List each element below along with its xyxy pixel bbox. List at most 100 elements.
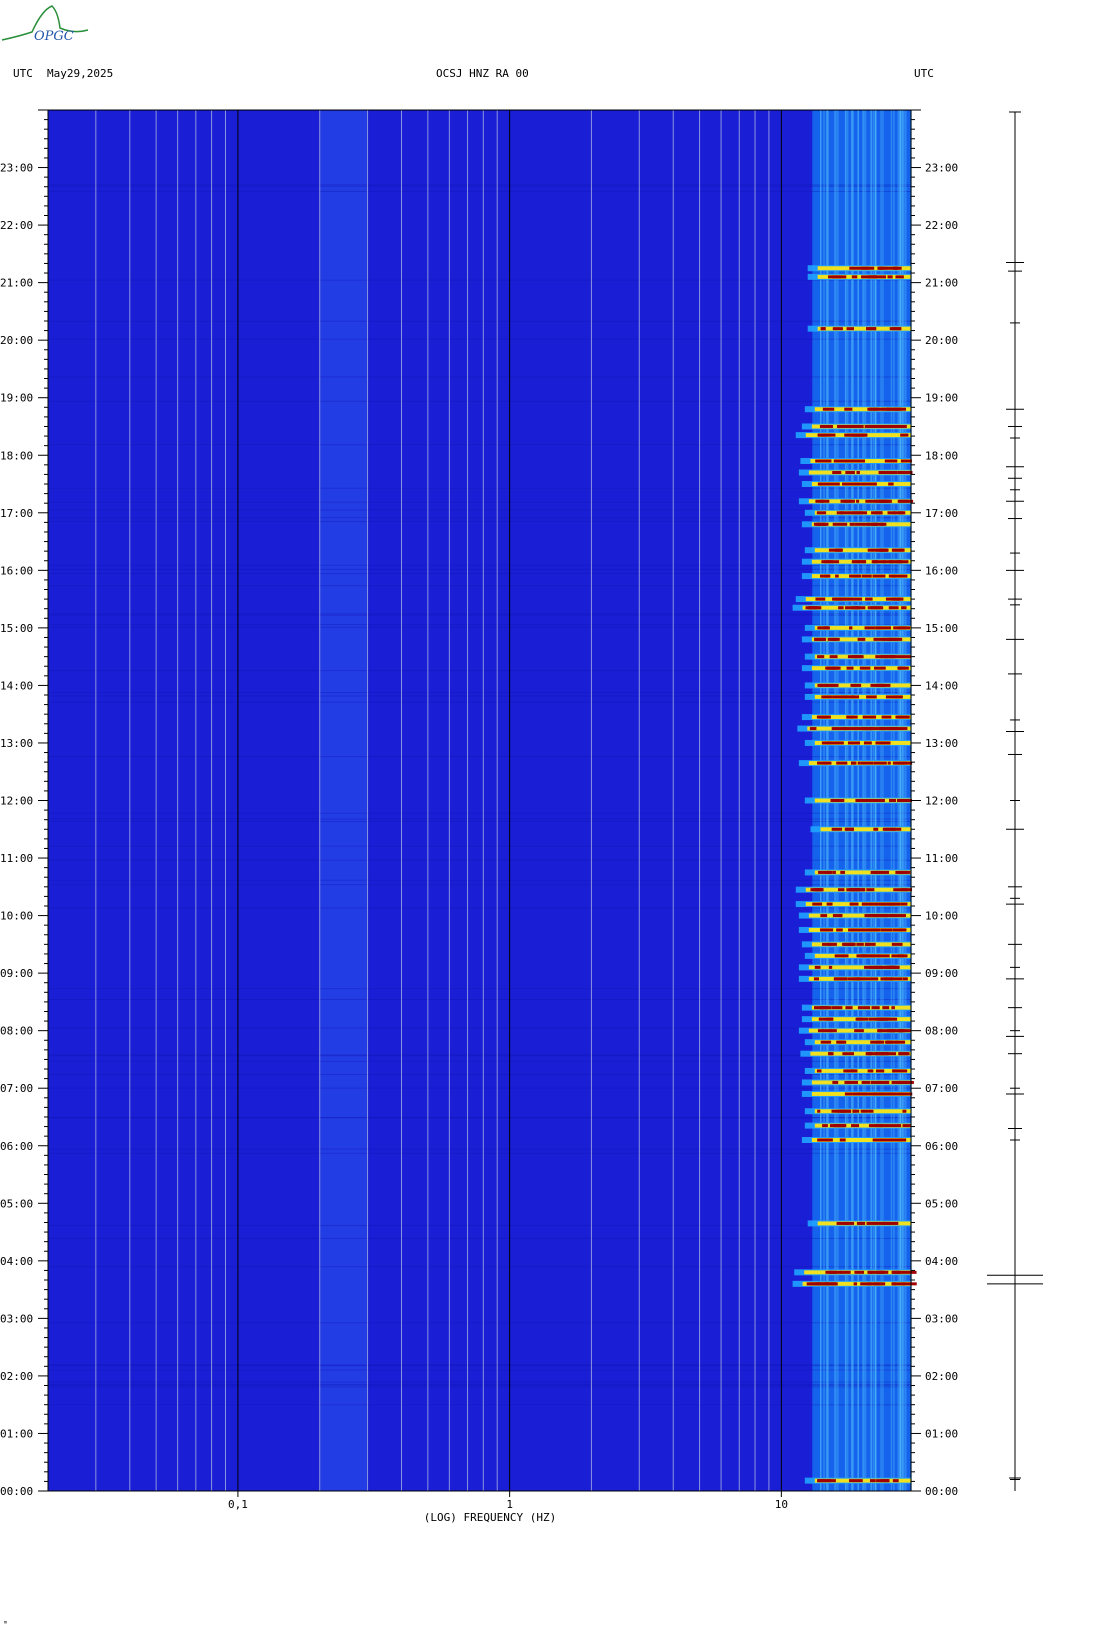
event-peak (814, 965, 821, 969)
event-peak (810, 888, 824, 892)
event-peak (885, 977, 893, 981)
event-peak (817, 626, 821, 630)
event-peak (899, 655, 911, 659)
event-peak (886, 1040, 891, 1044)
event-peak (891, 548, 904, 552)
event-peak (836, 459, 847, 463)
event-peak (884, 471, 894, 475)
event-peak (829, 1029, 833, 1033)
event-peak (878, 1092, 893, 1096)
event-peak (902, 977, 908, 981)
event-peak (892, 327, 902, 331)
event-peak (885, 695, 899, 699)
event-peak (855, 499, 860, 503)
event-peak (872, 574, 886, 578)
event-peak (863, 741, 872, 745)
event-peak (901, 888, 912, 892)
event-peak (870, 977, 879, 981)
event-peak (861, 1080, 870, 1084)
right-time-label: 06:00 (925, 1140, 958, 1153)
event-peak (872, 275, 887, 279)
event-peak (895, 727, 908, 731)
event-peak (876, 1040, 885, 1044)
event-peak (866, 327, 873, 331)
event-peak (876, 1479, 882, 1483)
header-right-timezone: UTC (914, 67, 934, 80)
event-peak (899, 1138, 903, 1142)
left-time-label: 11:00 (0, 852, 33, 865)
event-peak (844, 433, 850, 437)
event-peak (902, 761, 913, 765)
event-peak (845, 471, 855, 475)
event-peak (812, 902, 823, 906)
header-left-timezone: UTC (13, 67, 33, 80)
event-peak (890, 1029, 904, 1033)
noise-streak (48, 756, 911, 758)
right-time-label: 00:00 (925, 1485, 958, 1498)
frequency-gridlines (95, 110, 782, 1491)
event-peak (817, 1109, 821, 1113)
event-peak (859, 1221, 866, 1225)
event-peak (808, 606, 822, 610)
event-peak (818, 1017, 823, 1021)
event-peak (902, 1124, 911, 1128)
event-peak (825, 1282, 835, 1286)
event-band-core (814, 1478, 911, 1483)
event-peak (837, 741, 844, 745)
event-peak (867, 548, 873, 552)
noise-streak (48, 1087, 911, 1089)
event-peak (889, 1029, 896, 1033)
event-peak (876, 799, 885, 802)
event-band-core (808, 470, 911, 475)
noise-streak (48, 338, 911, 340)
event-peak (856, 928, 870, 932)
event-peak (846, 715, 854, 719)
right-time-label: 05:00 (925, 1197, 958, 1210)
event-peak (895, 1270, 901, 1274)
event-peak (894, 407, 907, 411)
event-peak (882, 407, 895, 411)
noise-streak (48, 521, 911, 523)
event-peak (875, 683, 886, 687)
event-peak (835, 548, 843, 552)
event-peak (821, 433, 836, 437)
event-peak (887, 511, 896, 515)
microseism-band (319, 110, 368, 1491)
event-peak (877, 954, 890, 958)
event-peak (842, 954, 849, 958)
event-peak (873, 1092, 884, 1096)
event-peak (839, 1138, 846, 1142)
event-peak (893, 511, 906, 515)
event-peak (860, 1282, 872, 1286)
event-peak (870, 606, 882, 610)
event-peak (895, 574, 908, 578)
event-peak (820, 1040, 832, 1044)
event-peak (816, 511, 827, 515)
event-peak (860, 1109, 866, 1113)
noise-streak (48, 692, 911, 694)
event-peak (877, 1080, 889, 1084)
event-peak (852, 1109, 857, 1113)
event-peak (851, 1069, 855, 1073)
event-band-core (811, 1080, 911, 1085)
event-peak (870, 1080, 883, 1084)
event-peak (895, 715, 910, 719)
event-peak (818, 870, 831, 874)
event-peak (836, 761, 848, 765)
event-peak (851, 761, 856, 765)
event-peak (844, 1221, 855, 1225)
event-peak (814, 637, 824, 641)
event-band-core (808, 913, 911, 918)
event-peak (831, 799, 837, 802)
event-peak (854, 727, 863, 731)
event-peak (891, 574, 897, 578)
event-peak (854, 574, 862, 578)
noise-streak (48, 1148, 911, 1150)
event-peak (851, 888, 865, 892)
event-peak (842, 482, 852, 486)
right-time-label: 13:00 (925, 737, 958, 750)
event-peak (825, 1270, 833, 1274)
noise-streak (48, 1369, 911, 1371)
event-peak (865, 942, 876, 946)
